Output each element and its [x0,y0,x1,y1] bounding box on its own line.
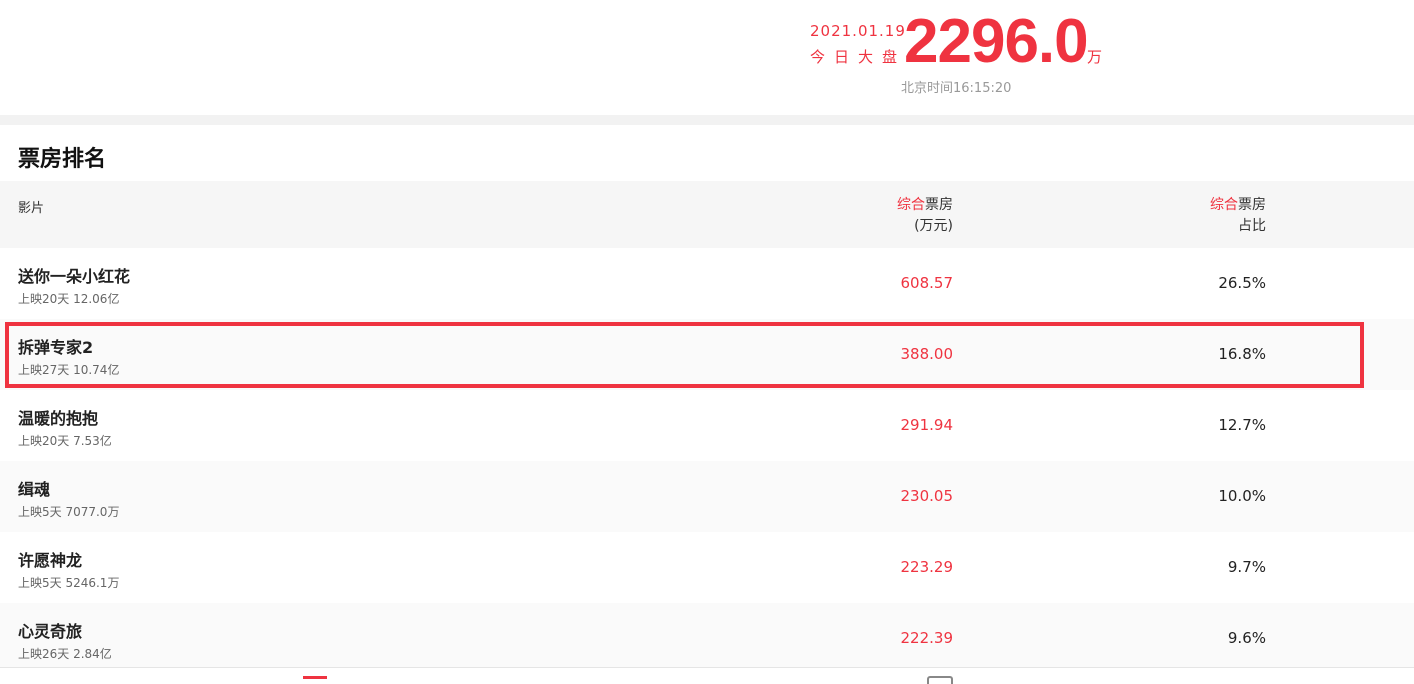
share: 16.8% [1218,345,1266,363]
share: 9.6% [1227,629,1266,647]
table-row[interactable]: 缉魂 上映5天 7077.0万 230.05 10.0% [0,461,1414,532]
tab-icon-other[interactable] [927,676,953,684]
film-name: 送你一朵小红花 [18,267,131,286]
film-name: 温暖的抱抱 [18,409,99,428]
date: 2021.01.19 [810,22,906,40]
film-info: 上映5天 5246.1万 [18,576,120,590]
col-box-unit: (万元) [914,218,953,234]
box-office: 388.00 [900,345,954,363]
bottom-tab-bar [0,667,1414,684]
film-info: 上映26天 2.84亿 [18,647,112,661]
table-header: 影片 综合票房 (万元) 综合票房 占比 [0,181,1414,248]
film-name: 拆弹专家2 [18,338,94,357]
today-label: 今日大盘 [810,48,907,66]
col-box-office[interactable]: 综合票房 (万元) [897,195,953,237]
film-info: 上映20天 12.06亿 [18,292,120,306]
ranking-list: 送你一朵小红花 上映20天 12.06亿 608.57 26.5% 拆弹专家2 上… [0,248,1414,674]
box-office: 223.29 [900,558,954,576]
total-box-office: 2296.0 [904,7,1089,76]
table-row[interactable]: 许愿神龙 上映5天 5246.1万 223.29 9.7% [0,532,1414,603]
box-office: 291.94 [900,416,954,434]
col-pct-main: 票房 [1238,197,1266,213]
box-office: 222.39 [900,629,954,647]
box-office: 608.57 [900,274,954,292]
tab-icon-boxoffice[interactable] [303,676,327,682]
table-row[interactable]: 拆弹专家2 上映27天 10.74亿 388.00 16.8% [0,319,1414,390]
film-info: 上映5天 7077.0万 [18,505,120,519]
col-pct-sub: 占比 [1238,218,1266,234]
table-row[interactable]: 温暖的抱抱 上映20天 7.53亿 291.94 12.7% [0,390,1414,461]
col-box-prefix: 综合 [897,197,925,213]
col-box-main: 票房 [925,197,953,213]
film-name: 缉魂 [18,480,51,499]
share: 9.7% [1227,558,1266,576]
section-title: 票房排名 [18,147,107,172]
film-info: 上映20天 7.53亿 [18,434,112,448]
col-share[interactable]: 综合票房 占比 [1210,195,1266,237]
col-film: 影片 [18,201,45,216]
col-pct-prefix: 综合 [1210,197,1238,213]
film-name: 心灵奇旅 [18,622,83,641]
table-row[interactable]: 送你一朵小红花 上映20天 12.06亿 608.57 26.5% [0,248,1414,319]
total-unit: 万 [1087,48,1103,66]
divider [0,115,1414,125]
film-name: 许愿神龙 [18,551,83,570]
share: 10.0% [1218,487,1266,505]
share: 26.5% [1218,274,1266,292]
share: 12.7% [1218,416,1266,434]
table-row[interactable]: 心灵奇旅 上映26天 2.84亿 222.39 9.6% [0,603,1414,674]
beijing-time: 北京时间16:15:20 [901,81,1012,96]
box-office: 230.05 [900,487,954,505]
film-info: 上映27天 10.74亿 [18,363,120,377]
market-summary: 2021.01.19 今日大盘 2296.0 万 北京时间16:15:20 [0,0,1414,115]
